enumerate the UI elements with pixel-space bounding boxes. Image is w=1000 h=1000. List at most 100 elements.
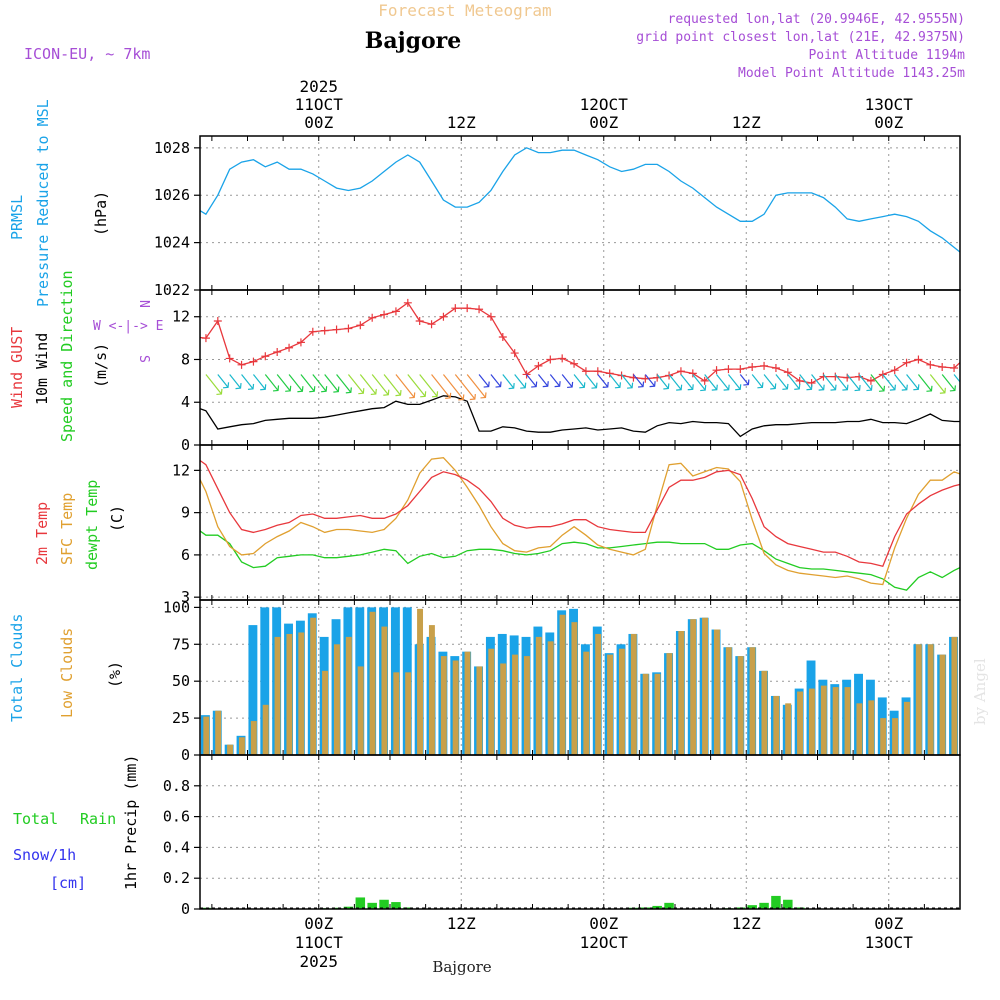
gust-marker (688, 369, 697, 378)
low-cloud-bar (250, 721, 257, 755)
wind-arrow (490, 374, 502, 387)
low-cloud-bar (452, 660, 459, 755)
wind-arrow-head (663, 383, 670, 390)
y-tick-label: 0 (181, 900, 190, 918)
wind-arrow (763, 374, 776, 389)
wind-arrow (312, 374, 327, 392)
wind-arrow (383, 374, 401, 396)
wind-arrow-head (531, 381, 538, 388)
gust-marker (475, 305, 484, 314)
footer-location: Bajgore (432, 958, 491, 976)
y-tick-label: 0.4 (163, 838, 190, 856)
wind-arrow-head (723, 384, 730, 391)
wind-arrow-head (757, 382, 764, 389)
watermark: by Angel (971, 658, 989, 725)
top-time-label: 00Z (874, 113, 903, 132)
wind-arrow (300, 374, 315, 392)
low-cloud-bar (500, 663, 507, 755)
bottom-time-label: 11OCT (295, 933, 344, 952)
wind-arrow-head (235, 383, 242, 390)
wind-arrow (822, 374, 836, 391)
wind-arrow (526, 374, 537, 387)
wind-arrow (514, 374, 526, 389)
wind-arrow-head (567, 381, 574, 389)
low-cloud-bar (428, 625, 435, 755)
gust-marker (926, 360, 935, 369)
wind-arrow (573, 374, 585, 388)
wind-arrow (941, 374, 956, 391)
low-cloud-bar (880, 718, 887, 755)
low-cloud-bar (512, 654, 519, 755)
low-cloud-bar (618, 648, 625, 755)
top-time-label: 13OCT (865, 95, 914, 114)
wind-arrow (656, 374, 669, 389)
y-tick-label: 50 (172, 672, 190, 690)
wind-arrow-head (395, 390, 402, 397)
wind-arrow (549, 374, 561, 387)
wind-arrow-head (806, 384, 813, 391)
low-cloud-bar (761, 670, 768, 755)
wind-arrow-head (889, 384, 897, 391)
gust-line (200, 301, 960, 384)
gust-marker (938, 362, 947, 371)
wind-arrow (609, 374, 621, 388)
wind-arrow (716, 374, 730, 391)
gust-marker (201, 334, 210, 343)
rain-bar (771, 895, 781, 909)
wind-arrow (799, 374, 812, 390)
y-tick-label: 0.8 (163, 777, 190, 795)
wind-arrow-head (409, 392, 416, 399)
model-altitude: Model Point Altitude 1143.25m (738, 66, 965, 81)
wind-arrow (846, 374, 861, 391)
low-cloud-bar (559, 614, 566, 755)
top-time-label: 12Z (732, 113, 761, 132)
top-time-label: 12OCT (580, 95, 629, 114)
wind-arrow (419, 374, 438, 397)
wind-arrow-head (866, 384, 873, 392)
low-cloud-bar (595, 633, 602, 755)
low-cloud-bar (357, 666, 364, 755)
gust-marker (534, 361, 543, 370)
gust-marker (570, 359, 579, 368)
wind-arrow-head (649, 381, 656, 388)
gust-marker (902, 358, 911, 367)
gust-marker (771, 364, 780, 373)
wind-arrow (597, 374, 609, 388)
gust-marker (855, 372, 864, 381)
y-tick-label: 1024 (154, 234, 190, 252)
wind-arrow-head (743, 379, 750, 386)
wind-arrow (858, 374, 872, 391)
wind-arrow-head (297, 386, 304, 393)
gust-marker (914, 355, 923, 364)
wind-arrow (727, 374, 741, 390)
wind-arrow (953, 374, 960, 383)
wind-arrow (454, 374, 476, 400)
wind-arrow (252, 374, 266, 390)
low-cloud-bar (856, 703, 863, 755)
gust-marker (581, 367, 590, 376)
wind-arrow-head (520, 382, 527, 389)
low-cloud-bar (203, 716, 210, 755)
wind-arrow-head (431, 391, 439, 398)
low-cloud-bar (808, 688, 815, 755)
low-cloud-bar (642, 673, 649, 755)
compass-west-east: W <-|-> E (93, 319, 163, 334)
bottom-time-label: 2025 (299, 952, 338, 971)
top-time-label: 11OCT (295, 95, 344, 114)
gust-marker (356, 321, 365, 330)
low-cloud-bar (690, 619, 697, 755)
sfc-temp-label: SFC Temp (58, 493, 76, 565)
dewpt-temp-label: dewpt Temp (83, 480, 101, 570)
gust-marker (498, 333, 507, 342)
y-tick-label: 1028 (154, 139, 190, 157)
wind-arrow-head (495, 381, 502, 388)
low-cloud-bar (844, 687, 851, 755)
gust-marker (249, 357, 258, 366)
gust-marker (285, 343, 294, 352)
wind-arrow (229, 374, 242, 389)
y-tick-label: 0 (181, 746, 190, 764)
gust-marker (866, 376, 875, 385)
rain-bar (391, 902, 401, 909)
low-cloud-bar (274, 636, 281, 755)
bottom-time-label: 12OCT (580, 933, 629, 952)
